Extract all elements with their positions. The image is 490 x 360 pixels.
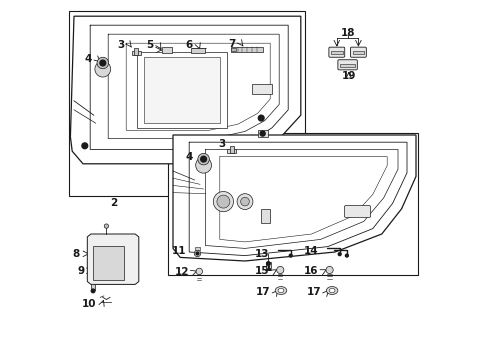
Circle shape	[104, 224, 109, 228]
Bar	[196, 247, 199, 250]
Text: 19: 19	[342, 71, 356, 81]
FancyBboxPatch shape	[338, 60, 357, 70]
Circle shape	[198, 153, 209, 165]
Circle shape	[95, 61, 111, 77]
Ellipse shape	[275, 287, 287, 294]
Bar	[134, 48, 139, 55]
Text: 9: 9	[78, 266, 85, 276]
Circle shape	[217, 195, 230, 208]
Text: 16: 16	[304, 266, 319, 276]
Bar	[266, 262, 271, 268]
Text: 11: 11	[172, 246, 187, 256]
Circle shape	[345, 254, 348, 257]
Bar	[191, 48, 205, 53]
Bar	[93, 246, 123, 280]
Bar	[231, 48, 236, 51]
Polygon shape	[173, 135, 416, 261]
FancyBboxPatch shape	[350, 47, 367, 57]
Circle shape	[196, 268, 202, 275]
Text: 17: 17	[307, 287, 321, 297]
Text: 4: 4	[185, 152, 193, 162]
Circle shape	[242, 139, 248, 145]
Circle shape	[213, 192, 233, 212]
Text: 3: 3	[218, 139, 225, 149]
Bar	[132, 51, 141, 55]
Text: 12: 12	[175, 267, 189, 277]
Text: 15: 15	[255, 266, 270, 276]
Circle shape	[82, 143, 88, 149]
Bar	[261, 209, 270, 223]
Text: 7: 7	[229, 39, 236, 49]
Bar	[231, 47, 263, 52]
Circle shape	[199, 147, 205, 152]
Bar	[91, 284, 95, 290]
Text: 6: 6	[186, 40, 193, 50]
FancyBboxPatch shape	[329, 47, 345, 57]
Circle shape	[277, 266, 284, 274]
Text: 10: 10	[82, 299, 97, 309]
Circle shape	[91, 289, 95, 293]
Text: 3: 3	[117, 40, 124, 50]
Bar	[162, 47, 172, 53]
Circle shape	[196, 252, 199, 255]
Bar	[168, 133, 418, 275]
Circle shape	[241, 197, 249, 206]
Text: 2: 2	[110, 198, 117, 208]
Bar	[229, 146, 234, 153]
Bar	[137, 52, 227, 128]
Circle shape	[258, 115, 264, 121]
Bar	[258, 130, 268, 137]
FancyBboxPatch shape	[344, 206, 370, 217]
Text: 14: 14	[304, 246, 319, 256]
Bar	[340, 64, 355, 67]
Circle shape	[260, 131, 265, 136]
Bar	[331, 51, 343, 54]
Circle shape	[97, 57, 109, 69]
Ellipse shape	[329, 288, 335, 293]
Text: 13: 13	[255, 249, 270, 259]
Ellipse shape	[326, 287, 338, 294]
Bar	[353, 51, 364, 54]
Circle shape	[201, 156, 206, 162]
Bar	[144, 57, 220, 123]
Text: 5: 5	[146, 40, 153, 50]
Text: 1: 1	[265, 263, 272, 273]
Circle shape	[267, 262, 270, 265]
Bar	[227, 149, 236, 153]
Ellipse shape	[278, 288, 284, 293]
Polygon shape	[71, 16, 301, 164]
Circle shape	[289, 254, 292, 257]
Bar	[69, 11, 305, 196]
Circle shape	[100, 60, 106, 66]
Text: 17: 17	[256, 287, 271, 297]
Text: 8: 8	[73, 249, 80, 259]
Text: 4: 4	[85, 54, 92, 64]
Circle shape	[338, 253, 341, 256]
Circle shape	[194, 250, 201, 257]
Text: 18: 18	[341, 28, 355, 38]
Polygon shape	[87, 234, 139, 284]
Circle shape	[196, 157, 212, 173]
Circle shape	[326, 266, 333, 274]
Bar	[252, 84, 272, 94]
Circle shape	[237, 194, 253, 210]
